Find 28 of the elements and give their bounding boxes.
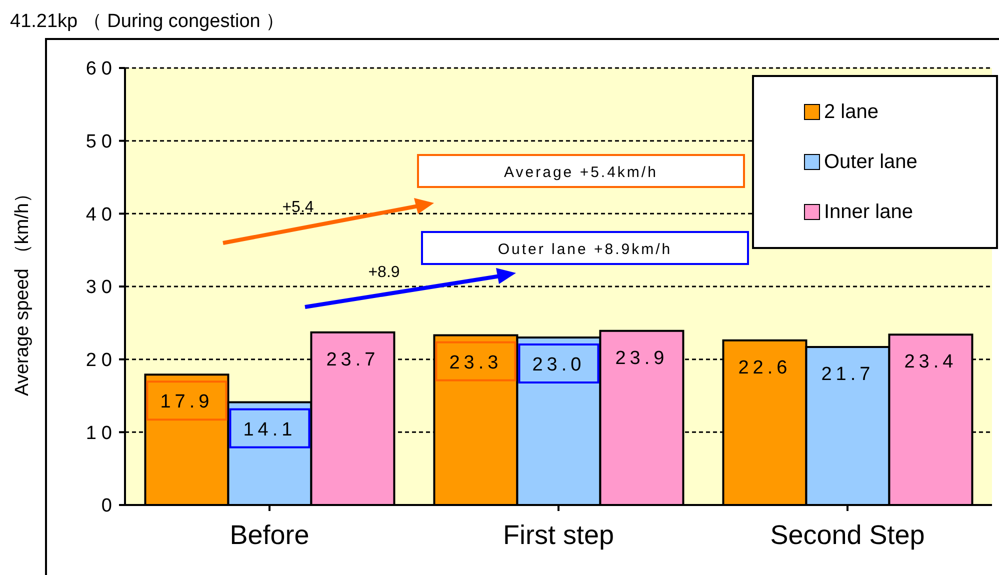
annotation: +8.9 (368, 264, 400, 281)
chart-title: 41.21kp （ During congestion ） (10, 10, 285, 34)
data-label: 17.9 (160, 392, 214, 413)
x-tick-label: First step (502, 520, 614, 550)
y-axis-title: Average speed （km/h） (12, 184, 33, 396)
legend-label: Inner lane (824, 200, 913, 224)
data-label: 21.7 (821, 364, 874, 385)
y-tick-label: 0 (101, 496, 117, 517)
x-tick-label: Before (230, 520, 310, 550)
x-tick-label: Second Step (770, 520, 925, 550)
y-tick-label: 30 (86, 277, 117, 298)
data-label: 23.9 (615, 348, 668, 369)
data-label: 23.4 (904, 352, 958, 373)
data-label: 23.3 (449, 352, 502, 374)
data-label: 22.6 (738, 357, 792, 378)
annotation: +5.4 (282, 199, 314, 216)
y-tick-label: 40 (86, 204, 117, 226)
annotation: Average +5.4km/h (504, 164, 658, 181)
data-label: 14.1 (243, 419, 296, 440)
data-label: 23.7 (326, 349, 380, 370)
legend-label: Outer lane (824, 150, 918, 174)
y-tick-label: 10 (86, 422, 117, 444)
data-label: 23.0 (532, 354, 586, 376)
y-tick-label: 60 (86, 58, 117, 80)
annotation: Outer lane +8.9km/h (498, 241, 672, 258)
y-tick-label: 50 (86, 132, 117, 153)
y-tick-label: 20 (86, 350, 117, 372)
legend-label: 2 lane (824, 100, 878, 124)
